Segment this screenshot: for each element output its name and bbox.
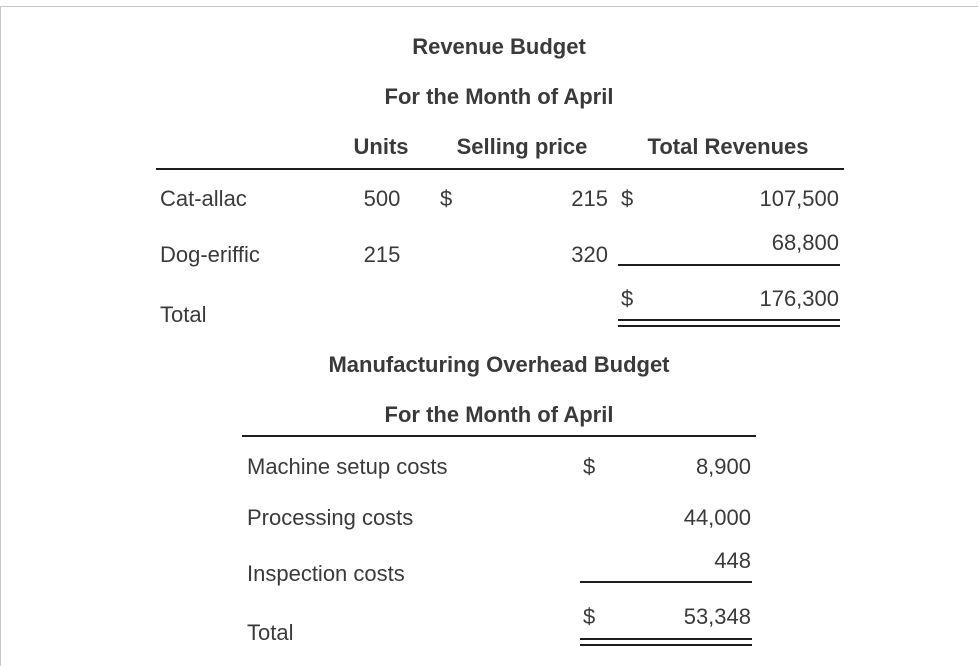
- cat-allac-revenue-currency: $: [621, 186, 634, 211]
- revenue-total-currency: $: [621, 286, 634, 311]
- overhead-total-currency: $: [583, 604, 596, 629]
- machine-setup-label: Machine setup costs: [247, 454, 448, 479]
- revenue-budget-title: Revenue Budget: [412, 34, 586, 59]
- header-total-revenues: Total Revenues: [647, 134, 809, 159]
- row-label-cat-allac: Cat-allac: [160, 186, 247, 211]
- row-label-dog-eriffic: Dog-eriffic: [160, 242, 260, 267]
- inspection-value: 448: [714, 548, 751, 573]
- overhead-total-value: 53,348: [683, 604, 751, 629]
- header-selling-price: Selling price: [456, 134, 588, 159]
- total-double-line-bottom: [618, 325, 840, 327]
- cat-allac-price-currency: $: [440, 186, 453, 211]
- machine-setup-currency: $: [583, 454, 596, 479]
- processing-value: 44,000: [683, 505, 751, 530]
- header-units: Units: [353, 134, 409, 159]
- dog-eriffic-price: 320: [571, 242, 608, 267]
- inspection-label: Inspection costs: [247, 561, 405, 586]
- dog-eriffic-revenue: 68,800: [771, 230, 839, 255]
- total-double-line-top: [618, 319, 840, 321]
- cat-allac-price: 215: [571, 186, 608, 211]
- overhead-budget-subtitle: For the Month of April: [384, 402, 614, 427]
- overhead-total-label: Total: [247, 620, 294, 645]
- overhead-subtotal-line: [580, 581, 752, 583]
- machine-setup-value: 8,900: [695, 454, 751, 479]
- cat-allac-units: 500: [363, 186, 401, 211]
- revenue-total-value: 176,300: [759, 286, 839, 311]
- overhead-header-underline: [242, 435, 756, 437]
- dog-eriffic-units: 215: [363, 242, 401, 267]
- cat-allac-revenue: 107,500: [759, 186, 839, 211]
- header-underline: [156, 168, 844, 170]
- revenue-total-label: Total: [160, 302, 207, 327]
- overhead-total-double-line-top: [580, 638, 752, 640]
- revenue-budget-subtitle: For the Month of April: [384, 84, 614, 109]
- subtotal-line: [618, 264, 840, 266]
- overhead-budget-title: Manufacturing Overhead Budget: [328, 352, 670, 377]
- overhead-total-double-line-bottom: [580, 644, 752, 646]
- page-frame: [0, 6, 978, 666]
- processing-label: Processing costs: [247, 505, 414, 530]
